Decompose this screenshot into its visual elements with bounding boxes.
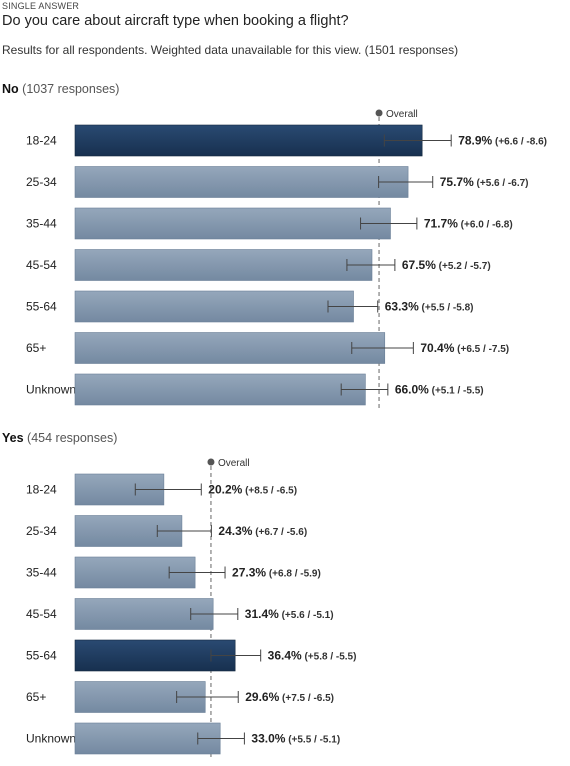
bar — [74, 598, 214, 630]
value-label: 63.3% (+5.5 / -5.8) — [385, 300, 474, 314]
question-title: Do you care about aircraft type when boo… — [2, 13, 349, 29]
error-range-label: (+6.8 / -5.9) — [266, 569, 321, 580]
overall-label: Overall — [218, 458, 250, 469]
section-name: No — [2, 82, 19, 96]
category-label: Unknown — [26, 383, 76, 397]
category-label: 35-44 — [26, 217, 57, 231]
value-label: 29.6% (+7.5 / -6.5) — [245, 690, 334, 704]
category-label: 45-54 — [26, 258, 57, 272]
value-label: 78.9% (+6.6 / -8.6) — [458, 134, 547, 148]
category-label: 25-34 — [26, 524, 57, 538]
overall-marker — [375, 109, 383, 117]
error-range-label: (+5.6 / -5.1) — [279, 610, 334, 621]
value-label: 71.7% (+6.0 / -6.8) — [424, 217, 513, 231]
error-range-label: (+6.6 / -8.6) — [492, 137, 547, 148]
category-label: 55-64 — [26, 300, 57, 314]
bar — [74, 373, 366, 406]
category-label: 18-24 — [26, 134, 57, 148]
bar — [74, 290, 354, 323]
error-range-label: (+5.2 / -5.7) — [436, 261, 491, 272]
value-label: 67.5% (+5.2 / -5.7) — [402, 258, 491, 272]
error-range-label: (+6.5 / -7.5) — [454, 344, 509, 355]
section-responses: (1037 responses) — [22, 82, 120, 96]
category-label: 35-44 — [26, 566, 57, 580]
value-label: 33.0% (+5.5 / -5.1) — [251, 732, 340, 746]
value-label: 66.0% (+5.1 / -5.5) — [395, 383, 484, 397]
error-range-label: (+5.5 / -5.1) — [285, 735, 340, 746]
category-label: 18-24 — [26, 483, 57, 497]
error-range-label: (+6.0 / -6.8) — [458, 220, 513, 231]
overall-marker — [207, 458, 215, 466]
bar — [74, 166, 409, 198]
error-range-label: (+8.5 / -6.5) — [242, 486, 297, 497]
category-label: 55-64 — [26, 649, 57, 663]
bar — [74, 124, 423, 157]
category-label: 65+ — [26, 690, 46, 704]
category-label: 25-34 — [26, 175, 57, 189]
bar — [74, 639, 236, 672]
value-label: 75.7% (+5.6 / -6.7) — [440, 175, 529, 189]
section-responses: (454 responses) — [27, 431, 118, 445]
category-label: Unknown — [26, 732, 76, 746]
error-range-label: (+6.7 / -5.6) — [252, 527, 307, 538]
value-label: 20.2% (+8.5 / -6.5) — [208, 483, 297, 497]
subtitle-text: Results for all respondents. Weighted da… — [2, 43, 362, 57]
error-range-label: (+7.5 / -6.5) — [279, 693, 334, 704]
results-subtitle: Results for all respondents. Weighted da… — [2, 43, 458, 57]
section-header-yes: Yes (454 responses) — [2, 431, 117, 445]
error-range-label: (+5.6 / -6.7) — [474, 178, 529, 189]
error-range-label: (+5.8 / -5.5) — [302, 652, 357, 663]
total-responses: (1501 responses) — [364, 43, 459, 57]
section-name: Yes — [2, 431, 24, 445]
bar — [74, 332, 386, 364]
value-label: 70.4% (+6.5 / -7.5) — [420, 341, 509, 355]
overall-label: Overall — [386, 109, 418, 120]
section-header-no: No (1037 responses) — [2, 82, 119, 96]
value-label: 36.4% (+5.8 / -5.5) — [268, 649, 357, 663]
error-range-label: (+5.5 / -5.8) — [419, 303, 474, 314]
value-label: 27.3% (+6.8 / -5.9) — [232, 566, 321, 580]
value-label: 31.4% (+5.6 / -5.1) — [245, 607, 334, 621]
value-label: 24.3% (+6.7 / -5.6) — [218, 524, 307, 538]
question-type-label: SINGLE ANSWER — [2, 1, 80, 11]
bar — [74, 207, 391, 240]
category-label: 65+ — [26, 341, 46, 355]
bar — [74, 722, 221, 755]
bar — [74, 249, 373, 281]
error-range-label: (+5.1 / -5.5) — [429, 386, 484, 397]
category-label: 45-54 — [26, 607, 57, 621]
